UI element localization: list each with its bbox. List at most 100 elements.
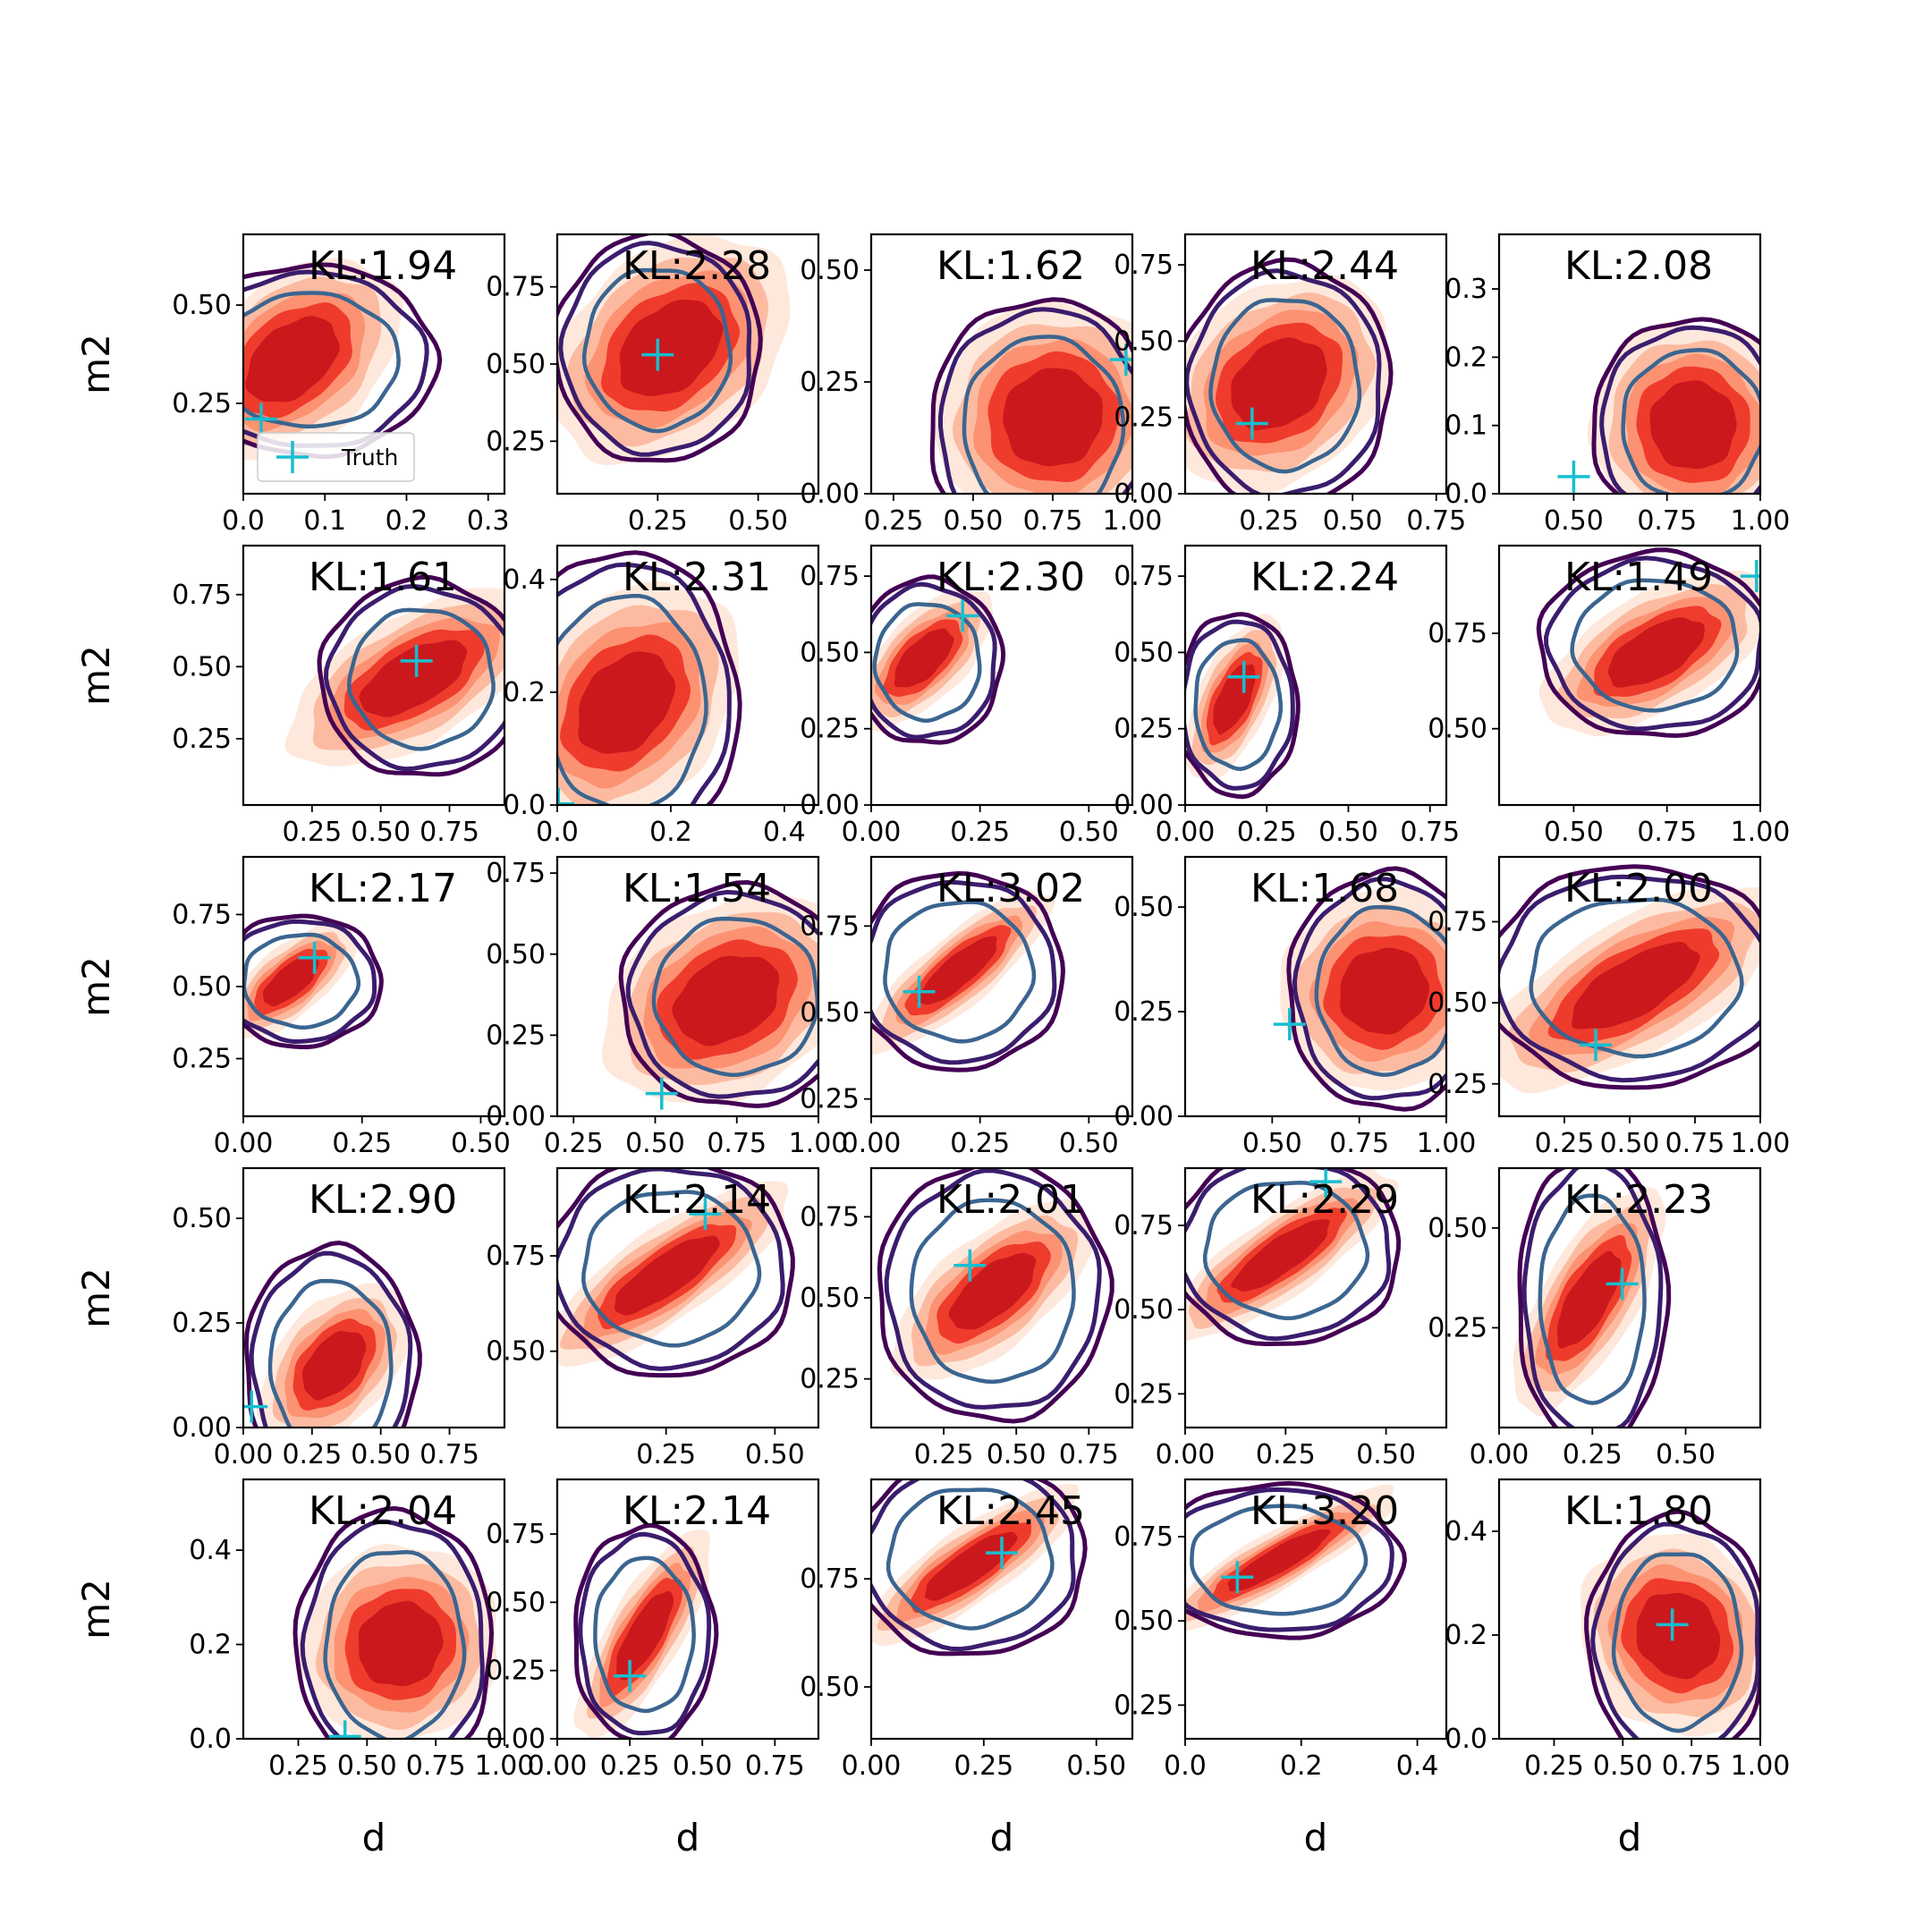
plot-area [877, 1168, 1114, 1424]
kl-label: KL:3.02 [936, 866, 1085, 911]
plot-area [573, 1522, 719, 1739]
x-tick-label: 0.25 [1524, 1750, 1584, 1782]
truth-marker [1273, 1008, 1306, 1041]
plot-area [1273, 866, 1446, 1112]
y-tick-label: 0.25 [1114, 1690, 1174, 1721]
y-tick-label: 0.50 [486, 349, 546, 380]
truth-marker [645, 1077, 678, 1110]
subplot-17: 0.25 0.50 0.50 0.75 KL:2.14 [486, 1166, 820, 1470]
contour-middle [938, 307, 1132, 494]
contour-outer [871, 870, 1066, 1072]
x-tick-label: 0.50 [351, 1439, 411, 1470]
truth-marker [953, 1249, 987, 1282]
y-tick-label: 0.25 [800, 1364, 860, 1395]
x-tick-label: 0.25 [600, 1750, 660, 1782]
kl-label: KL:2.30 [936, 555, 1085, 600]
y-tick-label: 0.00 [1114, 1101, 1174, 1132]
kl-label: KL:3.20 [1250, 1488, 1399, 1534]
x-tick-label: 0.50 [1593, 1750, 1653, 1782]
x-tick-label: 0.75 [419, 1439, 479, 1470]
y-tick-label: 0.50 [1114, 1294, 1174, 1326]
contour-inner [1193, 638, 1284, 771]
contour-outer [573, 1522, 719, 1739]
density-fill-level-5 [1607, 617, 1705, 688]
plot-area [1536, 547, 1760, 739]
kl-label: KL:1.61 [309, 555, 457, 600]
x-tick-label: 0.75 [419, 817, 479, 848]
subplot-1: 0.0 0.1 0.2 0.3 0.25 0.50 KL:1.94 m2 Truth [74, 233, 510, 537]
y-tick-label: 0.00 [1114, 790, 1174, 821]
y-tick-label: 0.0 [503, 790, 546, 821]
x-tick-label: 0.50 [1600, 1128, 1660, 1159]
truth-marker [1221, 1561, 1254, 1594]
contour-outer [243, 1240, 422, 1428]
x-tick-label: 0.50 [625, 1128, 685, 1159]
y-tick-label: 0.50 [486, 1587, 546, 1618]
kl-label: KL:2.14 [623, 1488, 771, 1534]
x-tick-label: 0.25 [636, 1439, 696, 1470]
axes-frame [1183, 233, 1448, 496]
x-tick-label: 0.25 [268, 1750, 328, 1782]
x-tick-label: 0.00 [1156, 1439, 1216, 1470]
contour-middle [871, 879, 1057, 1065]
x-tick-label: 0.00 [842, 1128, 902, 1159]
density-fill-level-5 [894, 628, 954, 688]
contour-outer [243, 913, 384, 1050]
x-tick-label: 0.50 [351, 817, 411, 848]
density-fill-level-5 [358, 1600, 444, 1687]
density-fill-level-5 [1231, 1219, 1330, 1292]
y-tick-label: 0.75 [486, 1519, 546, 1550]
kl-label: KL:2.90 [309, 1177, 457, 1223]
y-axis-label: m2 [74, 645, 118, 706]
y-tick-label: 0.75 [1428, 618, 1487, 649]
axes-frame [1497, 1166, 1762, 1429]
y-tick-label: 0.75 [800, 911, 860, 942]
contour-middle [1590, 1521, 1760, 1739]
contour-inner [1538, 1193, 1647, 1405]
y-tick-label: 0.25 [486, 1020, 546, 1051]
kl-label: KL:2.29 [1250, 1177, 1399, 1223]
contour-outer [292, 1505, 495, 1739]
contour-outer [557, 1168, 795, 1378]
contour-middle [557, 1168, 785, 1371]
y-tick-label: 0.25 [172, 724, 232, 755]
x-tick-label: 1.00 [1417, 1128, 1477, 1159]
plot-area [929, 297, 1132, 494]
x-tick-label: 0.2 [1280, 1750, 1323, 1782]
plot-area [1185, 1480, 1408, 1640]
y-tick-label: 0.25 [172, 1044, 232, 1075]
contour-inner [909, 1198, 1076, 1385]
x-tick-label: 0.25 [544, 1128, 604, 1159]
x-tick-label: 0.00 [1470, 1439, 1530, 1470]
contour-outer [1536, 547, 1760, 739]
x-tick-label: 0.75 [707, 1128, 767, 1159]
x-tick-label: 0.0 [536, 817, 579, 848]
y-tick-label: 0.50 [1114, 326, 1174, 357]
truth-marker [902, 975, 936, 1008]
contour-inner [323, 1549, 467, 1739]
y-tick-label: 0.25 [486, 1656, 546, 1687]
y-tick-label: 0.50 [800, 1672, 860, 1703]
legend-box [257, 432, 415, 482]
contour-inner [557, 594, 708, 805]
contour-middle [1543, 555, 1760, 732]
contour-middle [323, 583, 504, 772]
kl-label: KL:2.45 [936, 1488, 1085, 1534]
truth-marker [986, 1537, 1018, 1570]
y-tick-label: 0.75 [486, 272, 546, 303]
y-tick-label: 0.25 [800, 714, 860, 745]
plot-area [1185, 1168, 1402, 1347]
kl-label: KL:2.28 [623, 243, 771, 289]
x-tick-label: 0.25 [953, 1750, 1013, 1782]
y-tick-label: 0.25 [800, 1084, 860, 1115]
y-tick-label: 0.0 [189, 1724, 232, 1755]
y-tick-label: 0.75 [486, 858, 546, 889]
density-fill-level-5 [1556, 1250, 1622, 1349]
axes-frame [242, 1478, 506, 1741]
axes-frame [242, 544, 506, 807]
contour-inner [346, 607, 496, 751]
x-tick-label: 1.00 [1103, 505, 1163, 537]
y-tick-label: 0.50 [486, 939, 546, 970]
density-fill-level-5 [672, 955, 780, 1046]
x-tick-label: 0.00 [214, 1128, 274, 1159]
